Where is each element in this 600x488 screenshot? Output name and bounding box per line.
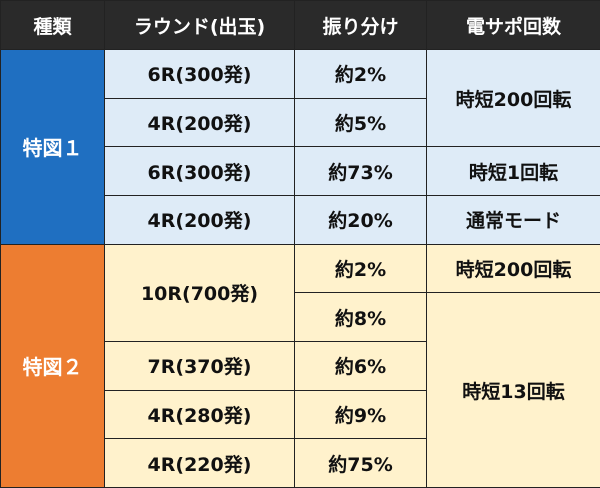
table-row: 7R(370発) 約6%: [1, 340, 600, 391]
distribution-cell: 約75%: [294, 438, 427, 488]
support-cell: 時短13回転: [426, 292, 600, 488]
table-row: 6R(300発) 約73% 時短1回転: [1, 146, 600, 196]
distribution-cell: 約2%: [294, 49, 427, 99]
header-support-count: 電サポ回数: [426, 0, 600, 50]
distribution-cell: 約73%: [294, 146, 427, 196]
round-cell: 4R(280発): [104, 389, 295, 440]
table-row: 4R(200発) 約20% 通常モード: [1, 194, 600, 245]
header-type: 種類: [0, 0, 105, 50]
group-label-tokuzu-1: 特図１: [0, 49, 105, 245]
distribution-cell: 約8%: [294, 292, 427, 342]
table-row: 特図２ 10R(700発) 約2% 時短200回転: [0, 243, 600, 488]
group-label-tokuzu-2: 特図２: [0, 243, 105, 488]
table-row: 4R(200発) 約5%: [1, 97, 600, 148]
round-cell: 10R(700発): [104, 243, 295, 342]
header-row: 種類 ラウンド(出玉) 振り分け 電サポ回数: [0, 0, 600, 50]
round-cell: 4R(200発): [104, 97, 295, 148]
distribution-cell: 約9%: [294, 389, 427, 440]
table-row: 4R(280発) 約9%: [1, 389, 600, 440]
header-round: ラウンド(出玉): [104, 0, 295, 50]
support-cell: 通常モード: [426, 194, 600, 245]
support-cell: 時短1回転: [426, 146, 600, 196]
round-cell: 4R(200発): [104, 194, 295, 245]
round-cell: 6R(300発): [104, 49, 295, 99]
distribution-cell: 約6%: [294, 340, 427, 391]
round-cell: 6R(300発): [104, 146, 295, 196]
support-cell: 時短200回転: [426, 48, 600, 148]
distribution-cell: 約20%: [294, 194, 427, 245]
round-cell: 7R(370発): [104, 340, 295, 391]
table-row: 約8% 時短13回転: [1, 292, 600, 488]
table-row: 特図１ 6R(300発) 約2% 時短200回転: [0, 48, 600, 245]
distribution-cell: 約2%: [294, 243, 427, 294]
table-row: 4R(220発) 約75%: [1, 438, 600, 488]
distribution-cell: 約5%: [294, 97, 427, 148]
support-cell: 時短200回転: [426, 243, 600, 294]
header-distribution: 振り分け: [294, 0, 427, 50]
round-cell: 4R(220発): [104, 438, 295, 488]
